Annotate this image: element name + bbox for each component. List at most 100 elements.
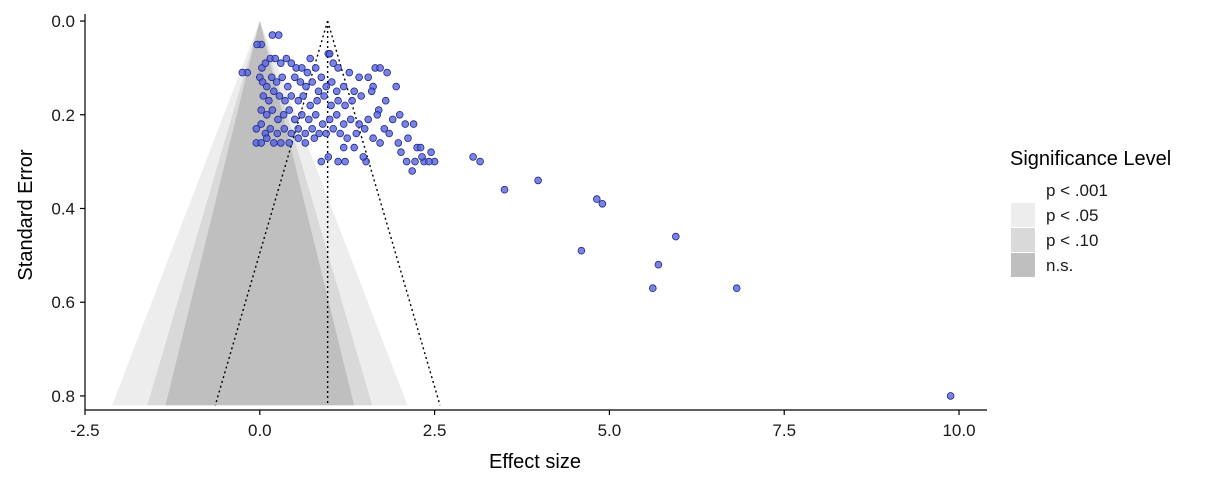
study-point	[318, 120, 327, 128]
study-point	[373, 111, 382, 119]
study-point	[301, 129, 310, 138]
study-point	[310, 134, 319, 143]
study-point	[404, 134, 412, 143]
x-axis-ticks: -2.5 0.0 2.5 5.0 7.5 10.0	[70, 410, 976, 440]
study-point	[274, 115, 282, 124]
study-point	[395, 111, 404, 119]
legend-label: p < .05	[1046, 206, 1098, 225]
y-tick-label: 0.4	[51, 199, 75, 218]
study-point	[269, 87, 278, 96]
study-point	[346, 115, 355, 124]
study-point	[261, 59, 270, 67]
study-point	[409, 120, 418, 128]
study-point	[276, 59, 285, 67]
study-point	[303, 68, 312, 77]
study-point	[352, 129, 361, 138]
study-point	[275, 92, 284, 100]
study-point	[360, 125, 369, 133]
study-point	[280, 125, 289, 133]
study-point	[306, 54, 315, 63]
study-point	[290, 115, 299, 124]
study-point	[380, 125, 389, 133]
study-point	[577, 246, 586, 255]
study-point	[258, 78, 267, 86]
study-point	[339, 82, 348, 91]
study-point	[334, 64, 342, 72]
y-tick-label: 0.6	[51, 293, 75, 312]
study-point	[334, 96, 342, 105]
legend-swatch	[1011, 253, 1035, 277]
study-point	[343, 134, 352, 143]
study-point	[287, 59, 296, 67]
study-point	[392, 82, 401, 91]
study-point	[332, 87, 341, 96]
study-point	[355, 120, 363, 128]
study-point	[285, 106, 294, 114]
study-point	[355, 73, 363, 82]
study-point	[364, 115, 373, 124]
study-point	[304, 115, 313, 124]
study-point	[311, 111, 320, 119]
study-point	[339, 120, 348, 128]
study-point	[329, 125, 338, 133]
study-point	[339, 143, 348, 152]
study-point	[274, 31, 283, 39]
study-point	[266, 125, 275, 133]
y-tick-label: 0.0	[51, 12, 75, 31]
study-point	[397, 148, 405, 157]
study-point	[308, 78, 317, 86]
study-point	[279, 111, 288, 119]
study-point	[357, 92, 366, 100]
study-point	[598, 200, 607, 208]
study-point	[285, 139, 294, 147]
study-point	[278, 73, 287, 82]
legend-title: Significance Level	[1010, 148, 1171, 170]
study-point	[427, 148, 435, 157]
study-point	[308, 125, 317, 133]
study-point	[946, 392, 955, 400]
study-point	[322, 82, 331, 91]
x-axis-title: Effect size	[489, 451, 581, 473]
study-point	[671, 232, 680, 241]
study-point	[294, 96, 303, 105]
study-point	[385, 129, 394, 138]
study-point	[262, 82, 271, 91]
study-point	[271, 54, 280, 63]
study-point	[336, 129, 345, 138]
legend-label: p < .001	[1046, 181, 1108, 200]
study-point	[325, 115, 334, 124]
study-point	[329, 59, 338, 67]
study-point	[325, 49, 334, 58]
study-point	[327, 101, 335, 110]
study-point	[592, 195, 601, 203]
study-point	[376, 139, 384, 147]
study-point	[322, 129, 331, 138]
study-point	[262, 111, 271, 119]
study-point	[408, 167, 417, 175]
study-point	[301, 139, 310, 147]
study-point	[350, 143, 359, 152]
study-point	[281, 96, 289, 105]
study-point	[262, 134, 271, 143]
legend: Significance Level p < .001 p < .05 p < .1…	[1010, 148, 1171, 277]
study-point	[348, 96, 356, 105]
legend-swatch	[1011, 178, 1035, 202]
study-point	[411, 157, 419, 166]
study-point	[268, 31, 277, 39]
study-point	[257, 106, 266, 114]
study-point	[257, 120, 266, 128]
study-point	[654, 260, 663, 269]
study-point	[381, 96, 390, 105]
study-point	[287, 129, 296, 138]
study-point	[469, 153, 477, 161]
study-point	[334, 157, 342, 166]
study-point	[317, 157, 326, 166]
study-point	[253, 40, 261, 49]
study-point	[276, 139, 285, 147]
study-point	[534, 176, 542, 185]
y-tick-label: 0.8	[51, 387, 75, 406]
study-point	[238, 68, 247, 77]
study-point	[267, 73, 276, 82]
legend-label: n.s.	[1046, 256, 1073, 275]
